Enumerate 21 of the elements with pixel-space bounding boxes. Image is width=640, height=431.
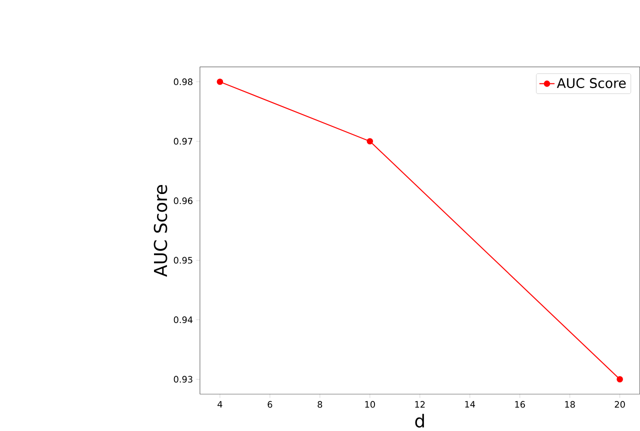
x-tick-label: 6 [268,401,272,408]
y-tick-label: 0.97 [174,138,192,145]
x-tick-label: 12 [415,401,425,408]
point [216,78,224,86]
y-tick-label: 0.93 [174,376,192,383]
y-axis-title: AUC Score [154,185,168,278]
y-tick-label: 0.96 [174,198,192,204]
point [616,376,623,383]
x-tick-label: 10 [365,401,375,408]
point [366,138,374,145]
legend-label: AUC Score [556,78,626,88]
x-tick-label: 18 [565,401,575,408]
x-tick-label: 4 [218,401,222,408]
y-tick-label: 0.95 [174,257,192,264]
x-tick-label: 20 [614,401,625,408]
x-tick-label: 16 [515,401,525,408]
x-axis-title: d [415,414,424,428]
y-tick-label: 0.98 [174,78,192,86]
y-tick-label: 0.94 [174,316,193,324]
x-tick-label: 14 [465,401,476,408]
x-tick-label: 8 [318,401,322,408]
